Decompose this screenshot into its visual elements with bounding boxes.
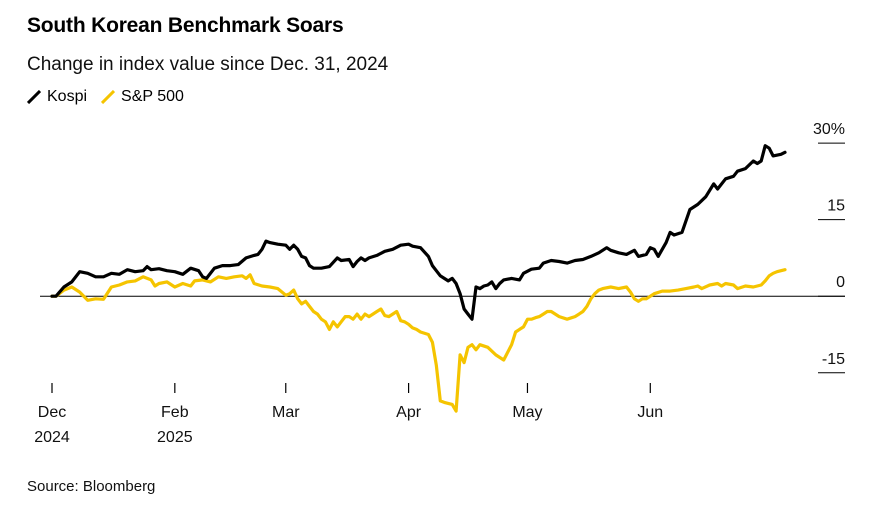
y-tick-label: 30% (813, 121, 845, 138)
legend-item-kospi: Kospi (27, 88, 87, 106)
legend-item-sp500: S&P 500 (101, 88, 184, 106)
series-line-kospi (50, 144, 787, 321)
legend-label-sp500: S&P 500 (121, 88, 184, 105)
series-line-sp500 (50, 268, 787, 413)
x-tick-sublabel: 2024 (34, 429, 70, 446)
y-tick-label: -15 (822, 351, 845, 368)
legend: Kospi S&P 500 (27, 88, 198, 106)
x-tick-sublabel: 2025 (157, 429, 193, 446)
x-tick-label: Dec (38, 404, 66, 421)
x-tick-label: May (512, 404, 542, 421)
x-tick-label: Feb (161, 404, 189, 421)
x-tick-label: Jun (637, 404, 663, 421)
y-tick-label: 15 (827, 198, 845, 215)
x-tick-label: Apr (396, 404, 422, 421)
chart-subtitle: Change in index value since Dec. 31, 202… (27, 54, 389, 75)
x-tick-label: Mar (272, 404, 300, 421)
legend-label-kospi: Kospi (47, 88, 88, 105)
legend-swatch-sp500 (101, 90, 116, 104)
y-tick-label: 0 (836, 274, 845, 291)
source-note: Source: Bloomberg (27, 478, 156, 495)
chart-title: South Korean Benchmark Soars (27, 14, 344, 37)
legend-swatch-kospi (27, 90, 41, 104)
